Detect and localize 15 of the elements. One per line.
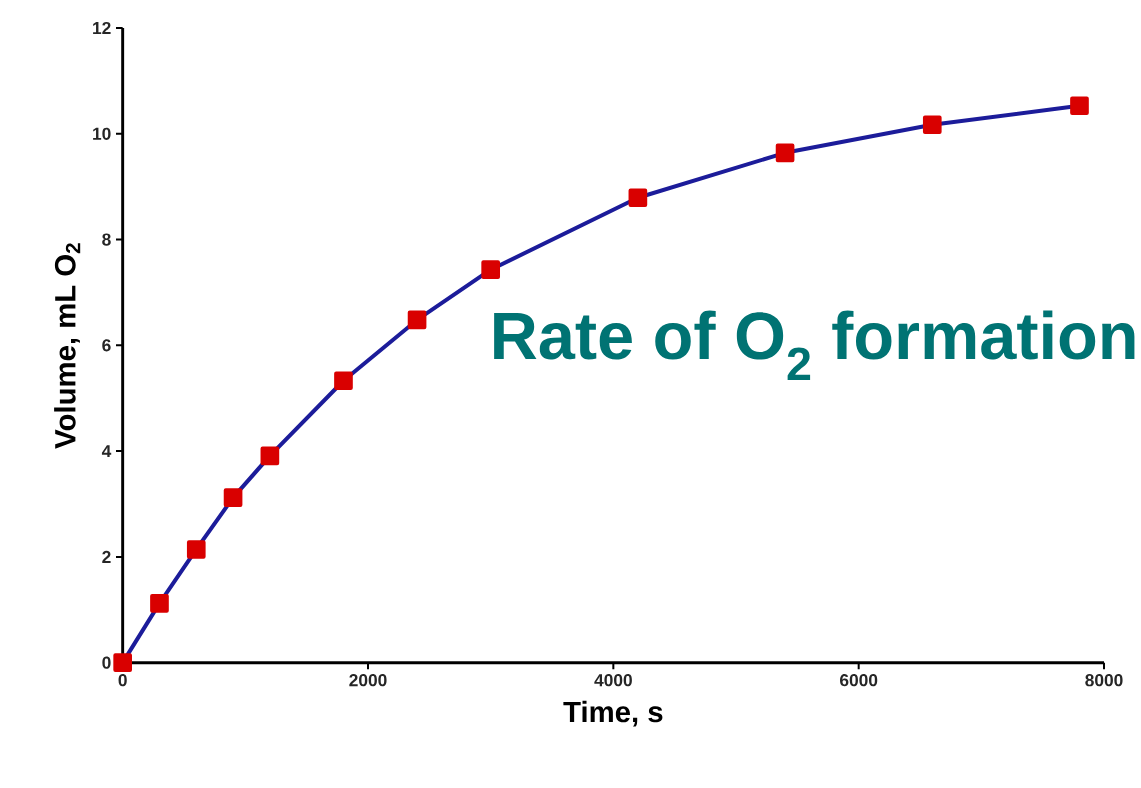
x-tick-label: 6000 bbox=[840, 674, 878, 687]
y-axis-title: Volume, mL O$_{2}$ bbox=[54, 243, 81, 449]
y-tick-label: 4 bbox=[101, 445, 112, 458]
x-axis-title: Time, s bbox=[563, 700, 663, 727]
y-tick-label: 8 bbox=[102, 233, 111, 246]
y-tick-label: 10 bbox=[93, 127, 111, 140]
x-tick-label: 4000 bbox=[594, 674, 632, 687]
y-tick-label: 12 bbox=[93, 21, 111, 35]
x-tick-label: 2000 bbox=[349, 674, 387, 687]
x-tick-label: 8000 bbox=[1085, 674, 1123, 687]
annotation: Rate of O$_{2}$ formation bbox=[494, 310, 1135, 381]
y-tick-label: 2 bbox=[102, 550, 111, 563]
x-tick-label: 0 bbox=[118, 674, 127, 687]
y-tick-label: 6 bbox=[102, 339, 111, 352]
y-tick-label: 0 bbox=[102, 656, 111, 669]
